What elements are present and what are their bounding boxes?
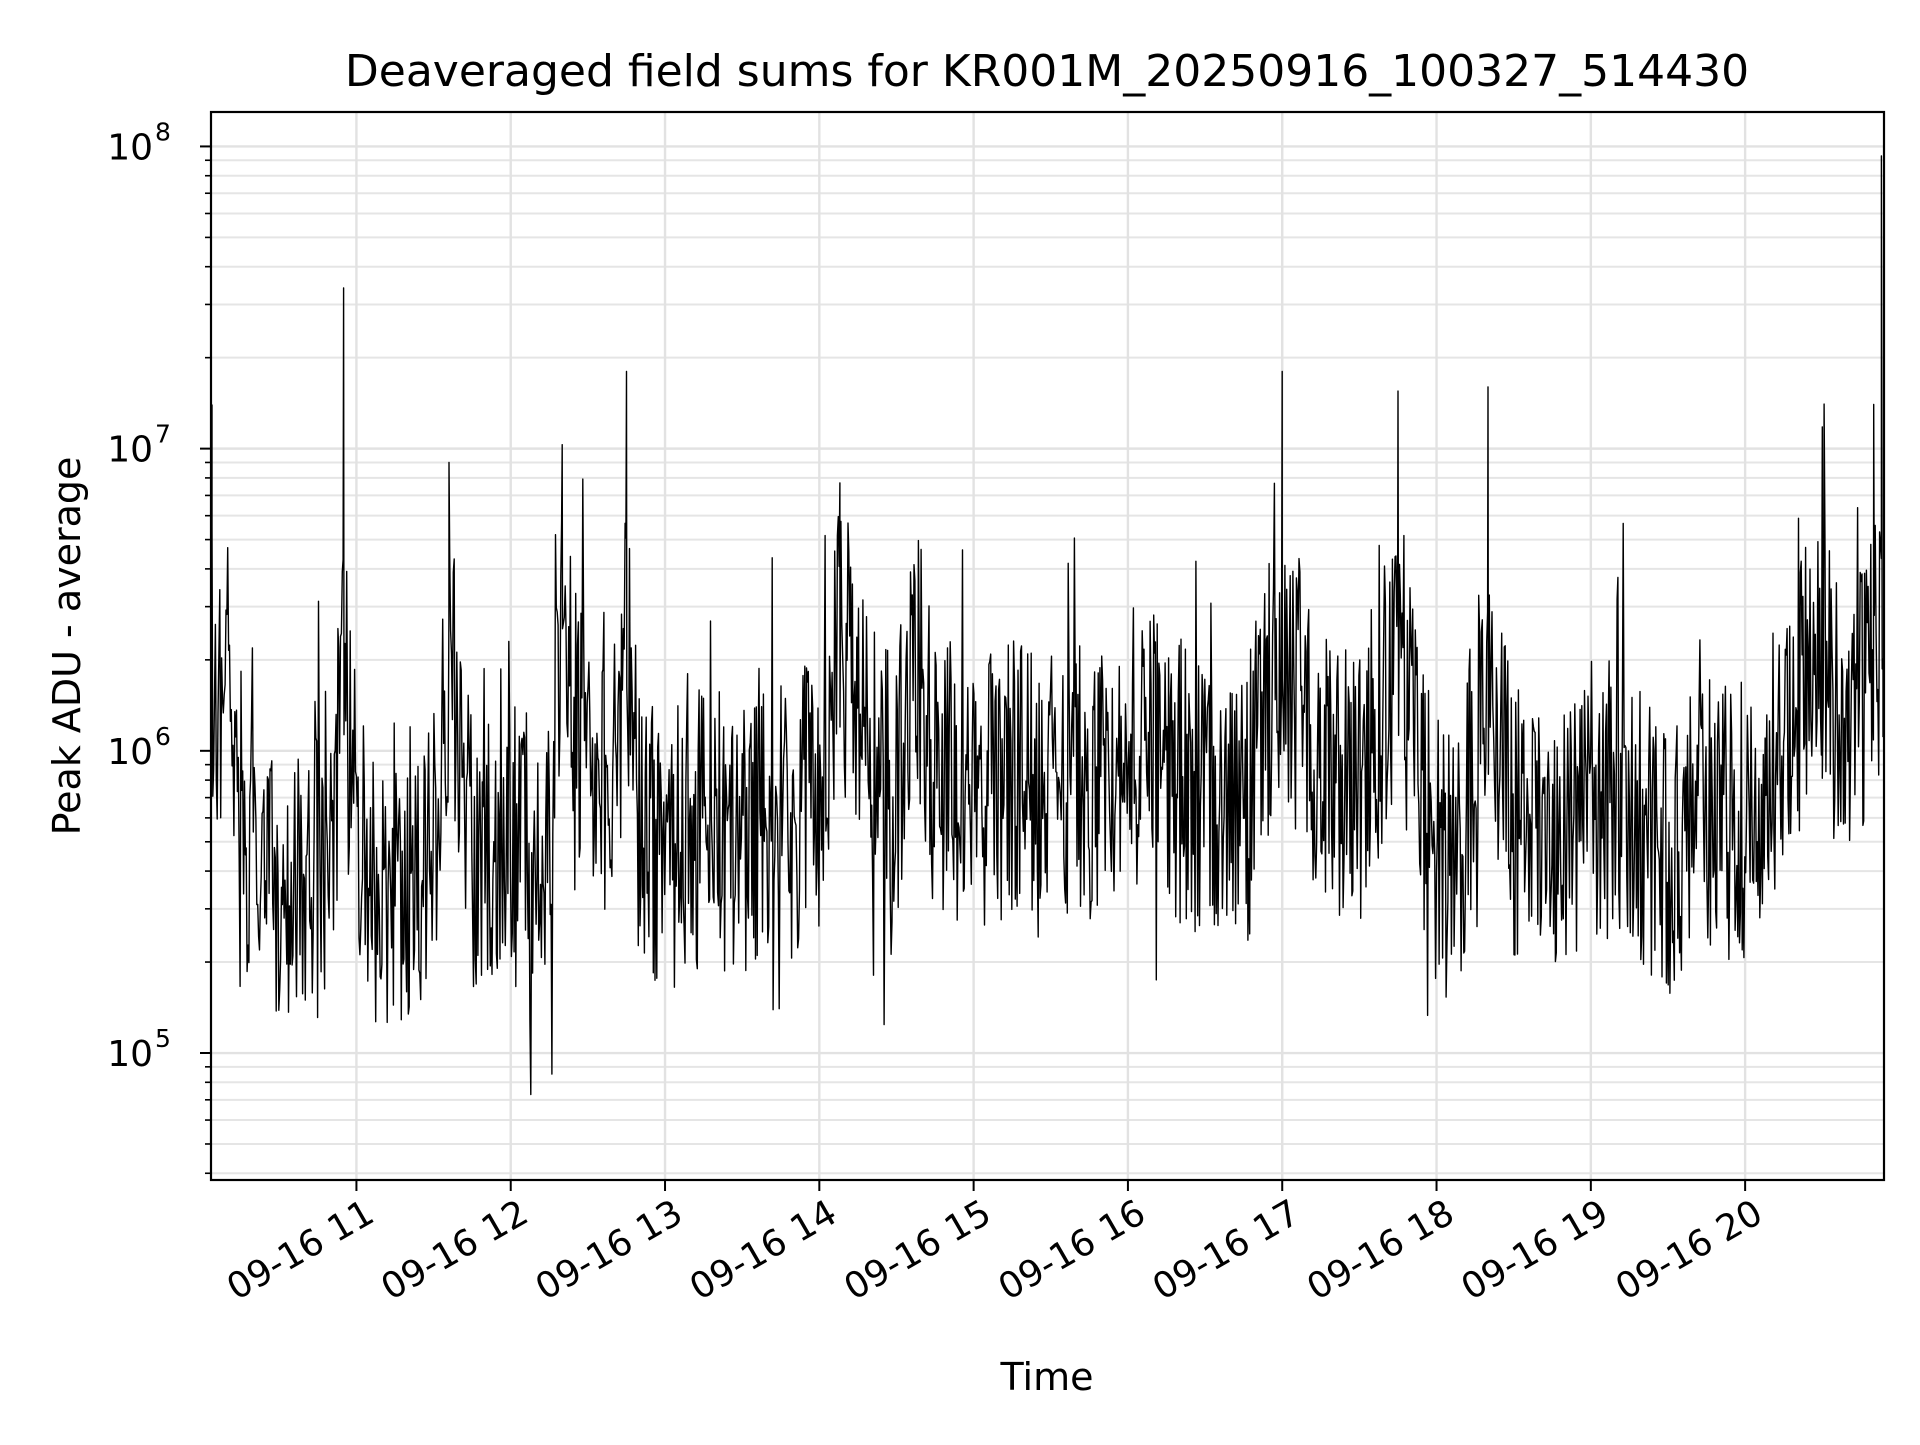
y-tick-exponent: 7 [155,420,171,449]
y-tick-exponent: 5 [155,1024,171,1053]
chart-title: Deaveraged field sums for KR001M_2025091… [345,46,1749,97]
series-line-layer [211,155,1884,1096]
series-line [211,155,1884,1096]
y-tick-label: 10 [107,732,153,773]
y-tick-label: 10 [107,127,153,168]
plot-frame [209,110,1886,1182]
y-tick-exponent: 8 [155,117,171,146]
y-tick-exponent: 6 [155,722,171,751]
x-axis-label: Time [1000,1355,1094,1399]
y-tick-label: 10 [107,430,153,471]
y-axis-label: Peak ADU - average [45,457,89,836]
y-tick-label: 10 [107,1034,153,1075]
